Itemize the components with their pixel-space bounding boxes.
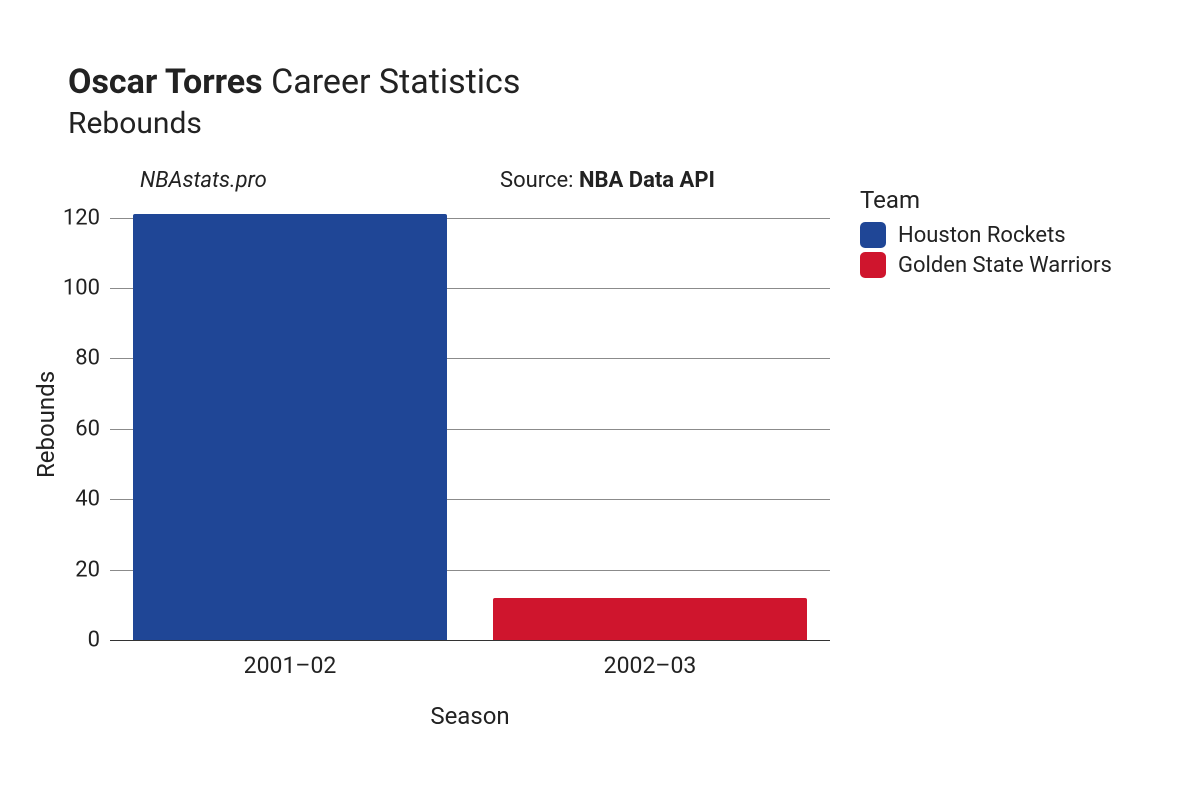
bar bbox=[133, 214, 446, 640]
source-prefix: Source: bbox=[500, 168, 579, 193]
legend-label: Houston Rockets bbox=[898, 223, 1066, 248]
legend: Team Houston Rockets Golden State Warrior… bbox=[860, 186, 1112, 282]
legend-item: Houston Rockets bbox=[860, 222, 1112, 248]
y-tick-label: 100 bbox=[40, 276, 100, 301]
bar bbox=[493, 598, 806, 640]
chart-container: Oscar Torres Career Statistics Rebounds … bbox=[0, 0, 1200, 800]
watermark-text: NBAstats.pro bbox=[140, 168, 267, 193]
legend-items: Houston Rockets Golden State Warriors bbox=[860, 222, 1112, 278]
y-tick-label: 0 bbox=[40, 628, 100, 653]
x-tick-label: 2002–03 bbox=[604, 652, 697, 679]
x-axis-label: Season bbox=[430, 702, 509, 730]
y-tick-label: 80 bbox=[40, 346, 100, 371]
y-tick-label: 40 bbox=[40, 487, 100, 512]
player-name: Oscar Torres bbox=[68, 62, 263, 102]
legend-label: Golden State Warriors bbox=[898, 253, 1112, 278]
legend-swatch bbox=[860, 222, 886, 248]
y-axis-label: Rebounds bbox=[32, 371, 60, 478]
source-attribution: Source: NBA Data API bbox=[500, 168, 715, 193]
source-name: NBA Data API bbox=[579, 168, 715, 193]
title-suffix: Career Statistics bbox=[271, 62, 520, 102]
chart-title: Oscar Torres Career Statistics bbox=[68, 62, 520, 102]
chart-subtitle: Rebounds bbox=[68, 106, 520, 141]
plot-area: NBAstats.pro Source: NBA Data API 020406… bbox=[110, 200, 830, 640]
legend-swatch bbox=[860, 252, 886, 278]
legend-title: Team bbox=[860, 186, 1112, 214]
x-tick-label: 2001–02 bbox=[244, 652, 337, 679]
legend-item: Golden State Warriors bbox=[860, 252, 1112, 278]
y-tick-label: 120 bbox=[40, 205, 100, 230]
title-block: Oscar Torres Career Statistics Rebounds bbox=[68, 62, 520, 141]
y-tick-label: 20 bbox=[40, 557, 100, 582]
